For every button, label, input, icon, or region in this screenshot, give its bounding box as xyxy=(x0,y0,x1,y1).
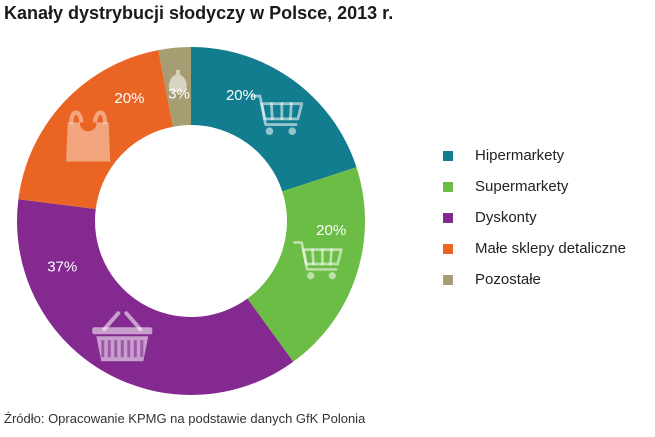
legend-swatch xyxy=(443,181,453,192)
slice-value-label: 37% xyxy=(47,258,77,275)
slice-dyskonty xyxy=(17,199,294,395)
legend-item-male-sklepy: Małe sklepy detaliczne xyxy=(443,233,626,264)
shopping-bag-icon xyxy=(66,110,111,162)
legend-item-hipermarkety: Hipermarkety xyxy=(443,140,626,171)
slice-value-label: 3% xyxy=(168,86,190,103)
legend-swatch xyxy=(443,150,453,161)
legend-item-pozostale: Pozostałe xyxy=(443,264,626,295)
legend-label: Hipermarkety xyxy=(475,147,565,164)
shopping-cart-icon xyxy=(293,241,343,280)
shopping-cart-icon xyxy=(250,94,304,136)
legend: Hipermarkety Supermarkety Dyskonty Małe … xyxy=(443,140,626,295)
legend-label: Pozostałe xyxy=(475,271,541,288)
legend-item-supermarkety: Supermarkety xyxy=(443,171,626,202)
legend-item-dyskonty: Dyskonty xyxy=(443,202,626,233)
slice-value-label: 20% xyxy=(316,222,346,239)
legend-label: Dyskonty xyxy=(475,209,537,226)
slice-value-label: 20% xyxy=(114,90,144,107)
slice-ma-e-sklepy-detaliczne xyxy=(18,50,174,209)
legend-swatch xyxy=(443,243,453,254)
legend-swatch xyxy=(443,212,453,223)
source-note: Źródło: Opracowanie KPMG na podstawie da… xyxy=(4,411,366,426)
shopping-basket-icon xyxy=(92,311,153,362)
legend-label: Małe sklepy detaliczne xyxy=(475,240,626,257)
chart-title: Kanały dystrybucji słodyczy w Polsce, 20… xyxy=(4,3,394,23)
legend-label: Supermarkety xyxy=(475,178,569,195)
slice-value-label: 20% xyxy=(226,87,256,104)
sack-icon xyxy=(168,69,187,92)
legend-swatch xyxy=(443,274,453,285)
